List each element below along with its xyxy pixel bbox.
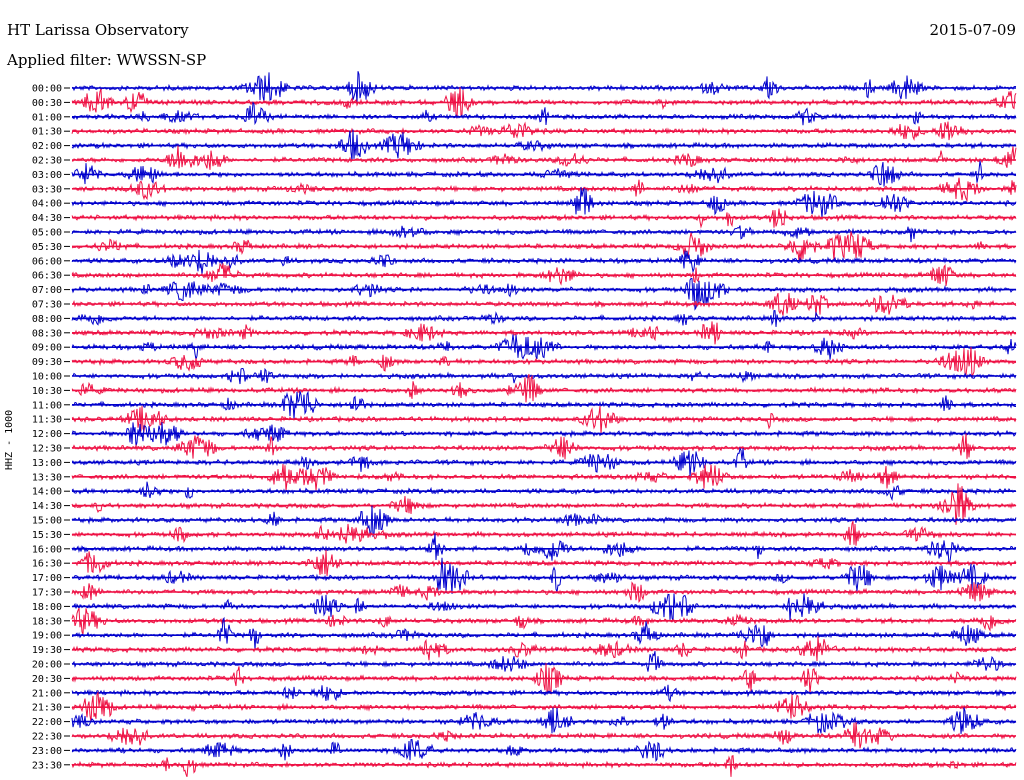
seismogram-trace-0900 [71,334,1017,360]
seismogram-trace-2230 [71,722,1016,749]
time-tick-label: 18:30 [32,616,62,627]
time-tick-label: 21:30 [32,703,62,714]
time-tick-label: 11:00 [32,400,62,411]
time-tick-label: 15:30 [32,530,62,541]
time-tick-label: 01:00 [32,112,62,123]
time-tick-label: 07:30 [32,300,62,311]
time-tick-label: 16:30 [32,559,62,570]
time-tick-label: 19:30 [32,645,62,656]
time-tick-label: 15:00 [32,516,62,527]
seismogram-trace-1230 [71,433,1017,460]
time-tick-label: 04:00 [32,199,62,210]
time-tick-label: 09:30 [32,357,62,368]
time-tick-label: 14:30 [32,501,62,512]
time-tick-label: 22:00 [32,717,62,728]
time-tick-label: 00:00 [32,84,62,95]
seismogram-trace-2200 [71,707,1017,734]
time-tick-label: 06:00 [32,256,62,267]
time-tick-label: 02:00 [32,141,62,152]
time-tick-label: 04:30 [32,213,62,224]
time-tick-label: 22:30 [32,732,62,743]
time-axis-labels: 00:00 00:30 01:00 01:30 02:00 02:30 03:00 03:30… [32,84,70,771]
time-tick-label: 11:30 [32,415,62,426]
seismogram-trace-1530 [71,520,1017,546]
time-tick-label: 08:30 [32,328,62,339]
time-tick-label: 13:00 [32,458,62,469]
time-tick-label: 17:30 [32,588,62,599]
seismogram-trace-0600 [71,249,1017,275]
time-tick-label: 20:00 [32,660,62,671]
time-tick-label: 12:30 [32,444,62,455]
time-tick-label: 01:30 [32,127,62,138]
seismogram-trace-1030 [71,373,1017,403]
time-tick-label: 06:30 [32,271,62,282]
time-tick-label: 09:00 [32,343,62,354]
time-tick-label: 17:00 [32,573,62,584]
time-tick-label: 20:30 [32,674,62,685]
seismogram-trace-0100 [71,101,1017,126]
time-tick-label: 21:00 [32,688,62,699]
time-tick-label: 03:30 [32,184,62,195]
time-tick-label: 13:30 [32,472,62,483]
time-tick-label: 00:30 [32,98,62,109]
seismogram-trace-0930 [71,346,1017,379]
seismogram-trace-0230 [71,145,1017,170]
time-tick-label: 12:00 [32,429,62,440]
seismogram-trace-2000 [71,650,1017,672]
time-tick-label: 23:00 [32,746,62,757]
seismogram-trace-2330 [71,754,1017,777]
time-tick-label: 19:00 [32,631,62,642]
seismogram-traces [71,71,1017,777]
observatory-title: HT Larissa Observatory [7,21,189,39]
filter-label: Applied filter: WWSSN-SP [7,51,207,69]
seismogram-trace-0500 [71,225,1017,243]
date-label: 2015-07-09 [929,21,1016,39]
time-tick-label: 03:00 [32,170,62,181]
time-tick-label: 08:00 [32,314,62,325]
seismogram-trace-1930 [71,636,1017,662]
time-tick-label: 16:00 [32,544,62,555]
time-tick-label: 10:30 [32,386,62,397]
time-tick-label: 02:30 [32,156,62,167]
time-tick-label: 05:30 [32,242,62,253]
seismogram-trace-1800 [71,593,1017,622]
seismogram-trace-1700 [71,557,1017,594]
time-tick-label: 07:00 [32,285,62,296]
time-tick-label: 14:00 [32,487,62,498]
time-tick-label: 23:30 [32,760,62,771]
time-tick-label: 10:00 [32,372,62,383]
time-tick-label: 18:00 [32,602,62,613]
seismogram-trace-1900 [72,616,1017,651]
time-tick-label: 05:00 [32,228,62,239]
